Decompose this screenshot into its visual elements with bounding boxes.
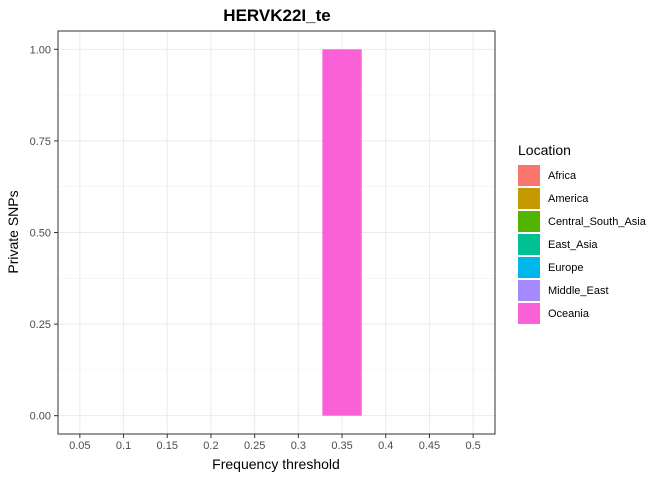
y-axis: 0.00 0.25 0.50 0.75 1.00: [30, 44, 58, 423]
legend-label-africa: Africa: [548, 170, 577, 182]
legend-label-east_asia: East_Asia: [548, 239, 598, 251]
x-tick-label: 0.2: [203, 440, 218, 452]
x-tick-label: 0.4: [378, 440, 393, 452]
y-tick-label: 0.25: [30, 319, 51, 331]
x-tick-label: 0.3: [291, 440, 306, 452]
y-tick-label: 0.75: [30, 136, 51, 148]
legend-title: Location: [518, 142, 571, 158]
chart-title: HERVK22I_te: [223, 6, 330, 25]
legend-label-oceania: Oceania: [548, 308, 590, 320]
x-axis: 0.05 0.1 0.15 0.2 0.25 0.3 0.35 0.4 0.45 0.5: [69, 434, 481, 452]
legend-label-central_south_asia: Central_South_Asia: [548, 216, 647, 228]
bars: [322, 49, 362, 416]
legend-swatch-europe: [518, 257, 540, 278]
legend-label-america: America: [548, 193, 589, 205]
x-axis-title: Frequency threshold: [212, 456, 340, 472]
y-axis-title: Private SNPs: [5, 190, 21, 273]
plot-panel: [58, 31, 495, 434]
x-tick-label: 0.15: [157, 440, 178, 452]
y-tick-label: 0.50: [30, 228, 51, 240]
legend-swatch-east_asia: [518, 234, 540, 255]
x-tick-label: 0.45: [419, 440, 440, 452]
legend-swatch-oceania: [518, 303, 540, 324]
y-tick-label: 1.00: [30, 44, 51, 56]
x-tick-label: 0.1: [116, 440, 131, 452]
legend-swatch-central_south_asia: [518, 211, 540, 232]
x-tick-label: 0.35: [331, 440, 352, 452]
y-tick-label: 0.00: [30, 411, 51, 423]
legend-swatch-africa: [518, 165, 540, 186]
x-tick-label: 0.25: [244, 440, 265, 452]
legend-label-middle_east: Middle_East: [548, 285, 609, 297]
x-tick-label: 0.05: [69, 440, 90, 452]
x-tick-label: 0.5: [466, 440, 481, 452]
legend-swatch-america: [518, 188, 540, 209]
legend-swatch-middle_east: [518, 280, 540, 301]
bar-oceania: [322, 49, 362, 416]
legend: Location Africa America Central_South_Asia E…: [518, 142, 647, 324]
legend-label-europe: Europe: [548, 262, 583, 274]
